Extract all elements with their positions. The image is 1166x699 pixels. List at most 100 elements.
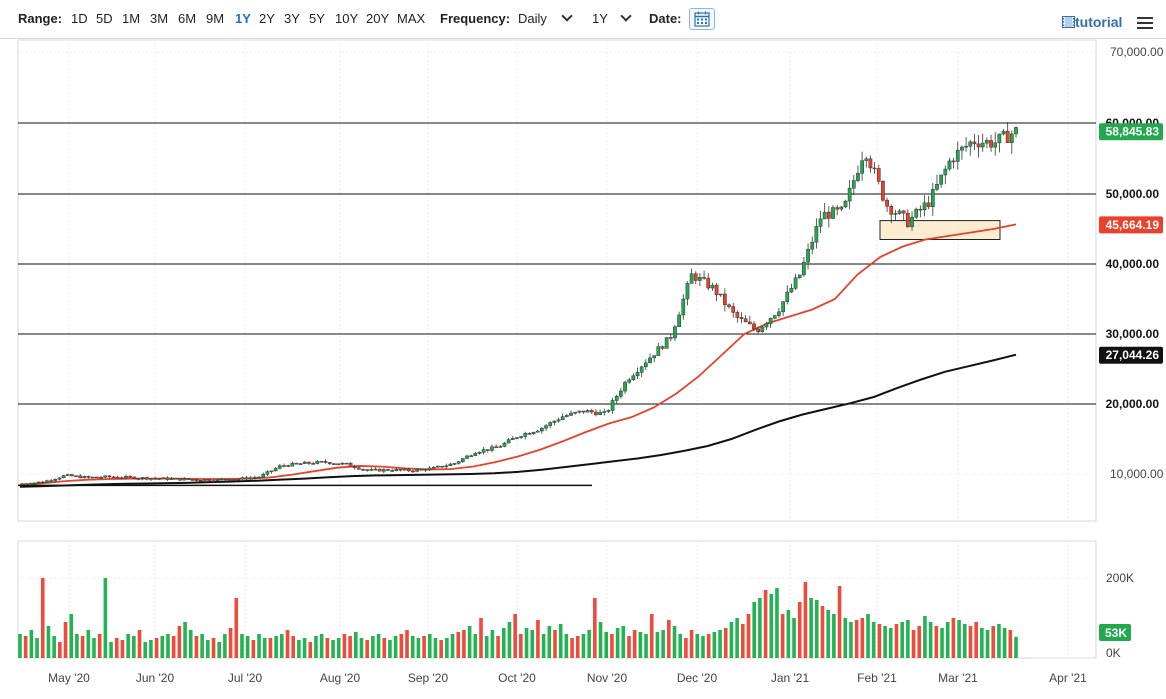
volume-bar	[712, 632, 717, 658]
range-20y-button[interactable]: 20Y	[366, 11, 390, 26]
volume-bar	[319, 634, 324, 658]
volume-bar	[462, 630, 466, 658]
candle-up	[103, 475, 108, 478]
candle-up	[764, 323, 769, 328]
tutorial-link[interactable]: tutorial	[1062, 14, 1122, 30]
volume-bar	[655, 632, 660, 658]
candle-down	[24, 483, 29, 486]
level-label: 40,000.00	[1106, 257, 1160, 271]
candle-up	[802, 261, 806, 276]
x-tick-label: Jun '20	[136, 671, 175, 685]
candle-up	[772, 315, 777, 319]
range-3y-button[interactable]: 3Y	[284, 11, 300, 26]
candle-up	[914, 208, 919, 218]
period-value: 1Y	[592, 11, 608, 26]
candle-up	[278, 465, 282, 469]
range-1d-button[interactable]: 1D	[71, 11, 88, 26]
candle-up	[381, 469, 386, 472]
range-5d-button[interactable]: 5D	[96, 11, 113, 26]
volume-bar	[302, 638, 307, 658]
range-6m-button[interactable]: 6M	[178, 11, 197, 26]
candle-up	[614, 396, 619, 401]
candle-up	[789, 288, 794, 293]
range-1m-button[interactable]: 1M	[122, 11, 141, 26]
volume-bar	[775, 588, 779, 658]
volume-bar	[467, 626, 472, 658]
candle-down	[876, 168, 881, 182]
candle-up	[36, 481, 41, 484]
range-1y-button[interactable]: 1Y	[235, 11, 251, 26]
candle-down	[228, 479, 232, 481]
candle-up	[564, 415, 569, 417]
volume-pane-border	[17, 540, 1097, 659]
candle-down	[1005, 130, 1010, 143]
volume-bar	[285, 630, 290, 658]
candle-down	[78, 475, 83, 479]
level-label-bg	[1097, 256, 1163, 272]
volume-bar	[228, 628, 233, 658]
candle-up	[785, 291, 790, 302]
calendar-button[interactable]	[689, 8, 715, 30]
candle-up	[831, 207, 835, 219]
price-marker-label: 45,664.19	[1106, 218, 1160, 232]
range-2y-button[interactable]: 2Y	[259, 11, 275, 26]
volume-bar	[741, 624, 745, 658]
candle-down	[40, 481, 45, 484]
volume-bar	[410, 636, 415, 658]
volume-bar	[934, 626, 939, 658]
volume-bar	[593, 598, 597, 658]
candle-up	[481, 449, 486, 453]
candle-down	[186, 478, 191, 480]
candle-down	[756, 328, 760, 332]
volume-bar	[575, 636, 580, 658]
candle-up	[502, 442, 507, 447]
volume-bar	[325, 638, 330, 658]
volume-bar	[217, 642, 221, 658]
range-3m-button[interactable]: 3M	[150, 11, 169, 26]
candle-up	[847, 187, 852, 202]
volume-bar	[223, 634, 227, 658]
candle-down	[115, 476, 120, 479]
candle-down	[735, 312, 740, 318]
level-label: 20,000.00	[1106, 397, 1160, 411]
candle-down	[989, 140, 993, 148]
period-select[interactable]: 1Y	[592, 10, 632, 27]
date-label: Date:	[649, 11, 682, 26]
candle-up	[910, 216, 914, 228]
x-tick-label: May '20	[48, 671, 90, 685]
candle-down	[868, 158, 873, 169]
range-10y-button[interactable]: 10Y	[335, 11, 359, 26]
candle-up	[49, 480, 53, 482]
range-5y-button[interactable]: 5Y	[309, 11, 325, 26]
volume-bar	[923, 616, 927, 658]
volume-bar	[735, 618, 739, 658]
candle-down	[286, 465, 291, 467]
range-9m-button[interactable]: 9M	[206, 11, 225, 26]
range-label: Range:	[18, 11, 63, 26]
candle-up	[652, 355, 657, 359]
candle-up	[635, 372, 640, 377]
candle-up	[573, 411, 577, 414]
candle-up	[648, 357, 652, 364]
volume-bar	[194, 636, 199, 658]
candle-up	[997, 133, 1002, 144]
x-tick-label: Dec '20	[677, 671, 718, 685]
candle-up	[510, 438, 515, 440]
volume-bar	[723, 628, 728, 658]
volume-bar	[1008, 630, 1013, 658]
volume-bar	[262, 638, 267, 658]
volume-bar	[166, 634, 170, 658]
candle-down	[906, 212, 910, 228]
volume-bar	[678, 634, 683, 658]
volume-bar	[40, 578, 45, 658]
candle-up	[710, 284, 715, 289]
range-max-button[interactable]: MAX	[397, 11, 426, 26]
candle-up	[943, 168, 948, 176]
hamburger-menu-icon[interactable]	[1137, 17, 1153, 29]
candle-up	[781, 301, 785, 313]
volume-bar	[143, 642, 148, 658]
candle-down	[951, 160, 956, 163]
volume-bar	[58, 642, 62, 658]
frequency-select[interactable]: Daily	[518, 10, 573, 27]
candle-down	[714, 284, 719, 295]
